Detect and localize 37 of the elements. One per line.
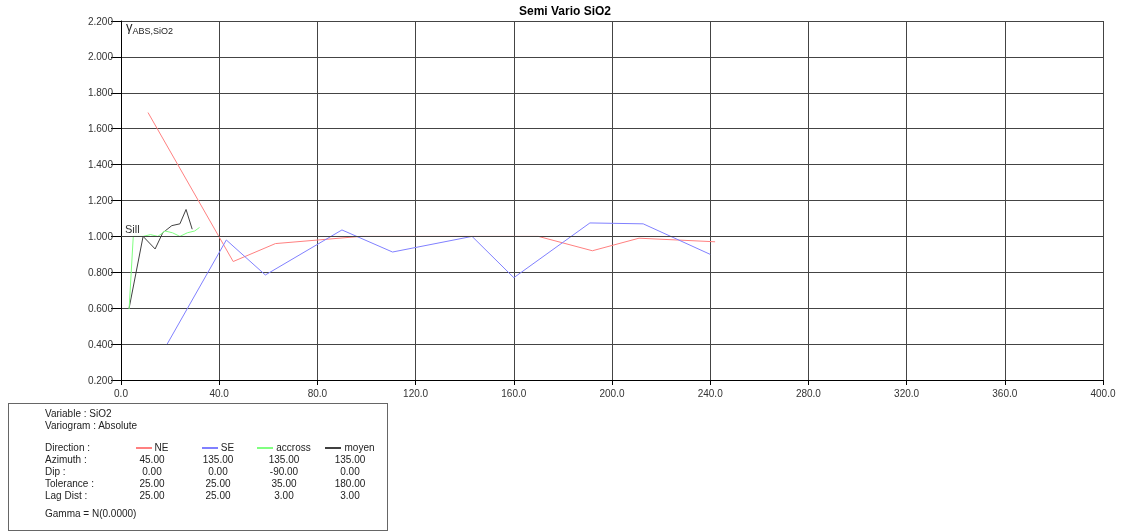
x-tick-label: 280.0 <box>795 387 822 399</box>
x-tick-label: 400.0 <box>1090 387 1116 399</box>
text: Lag Dist : 25.00 25.00 3.00 3.00 <box>45 490 360 501</box>
y-tick-label: 1.000 <box>87 230 114 242</box>
x-tick-label: 360.0 <box>992 387 1018 399</box>
y-tick-label: 1.400 <box>87 159 114 171</box>
y-tick-label: 2.200 <box>87 15 114 27</box>
y-tick-label: 0.800 <box>87 266 114 278</box>
y-tick-label: 0.600 <box>87 302 114 314</box>
y-tick-label: 0.400 <box>87 338 114 350</box>
legend-label: NE <box>154 442 169 453</box>
y-tick-label: 1.600 <box>87 123 114 135</box>
ref-line-label: Sill <box>125 222 140 235</box>
text: Gamma = N(0.0000) <box>45 508 138 520</box>
x-tick-label: 0.0 <box>114 387 129 399</box>
legend-label: accross <box>276 442 311 453</box>
x-tick-label: 200.0 <box>599 387 625 399</box>
legend-label: SE <box>220 442 235 453</box>
text: Direction : <box>45 442 91 454</box>
chart-title: Semi Vario SiO2 <box>518 4 612 18</box>
y-tick-label: 1.200 <box>87 195 114 206</box>
x-tick-label: 80.0 <box>307 387 328 399</box>
x-tick-label: 40.0 <box>209 387 230 399</box>
y-tick-label: 1.800 <box>87 87 114 99</box>
line-series <box>166 222 711 345</box>
y-tick-label: 0.200 <box>87 374 114 386</box>
x-tick-label: 240.0 <box>697 387 724 399</box>
legend-label: moyen <box>344 442 375 453</box>
y-tick-label: 2.000 <box>87 51 114 63</box>
text: Azimuth : 45.00 135.00 135.00 135.00 <box>45 454 366 465</box>
x-tick-label: 320.0 <box>894 387 920 399</box>
x-tick-label: 160.0 <box>501 387 527 399</box>
text: Dip : 0.00 0.00 -90.00 0.00 <box>45 466 360 477</box>
x-tick-label: 120.0 <box>403 387 429 399</box>
text: Tolerance : 25.00 25.00 35.00 180.00 <box>45 478 366 489</box>
text: Variable : SiO2 <box>45 408 113 420</box>
text: Variogram : Absolute <box>45 420 139 432</box>
